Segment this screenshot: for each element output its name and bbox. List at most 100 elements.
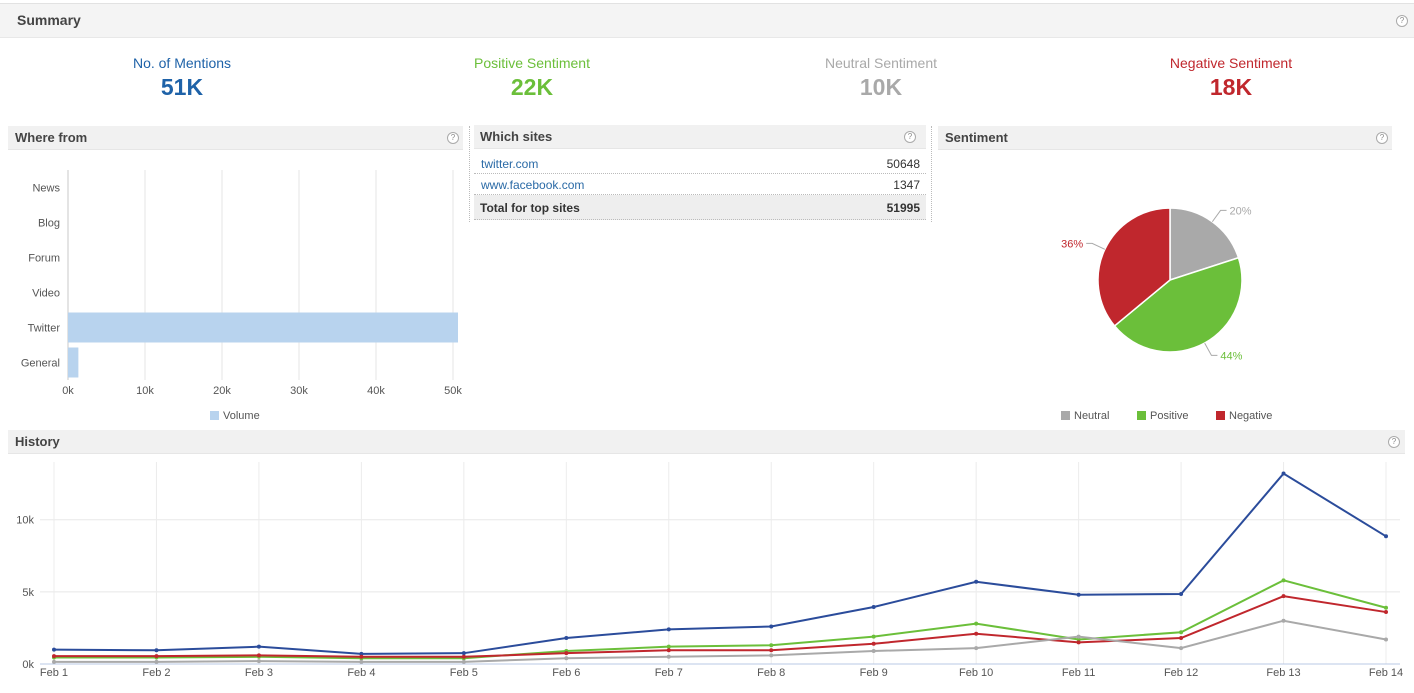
site-link[interactable]: twitter.com	[481, 157, 539, 171]
legend-neutral[interactable]: Neutral	[1061, 410, 1109, 422]
help-icon[interactable]: ?	[904, 131, 916, 143]
pie-value-label: 36%	[1061, 238, 1083, 250]
y-tick-label: 0k	[22, 659, 34, 671]
data-point	[461, 654, 466, 659]
data-point	[1384, 610, 1388, 615]
x-tick-label: Feb 11	[1062, 667, 1095, 679]
help-icon[interactable]: ?	[1388, 436, 1400, 448]
kpi-label: No. of Mentions	[132, 55, 232, 71]
series-line	[54, 579, 1387, 660]
pie-connector	[1204, 342, 1218, 356]
data-point	[154, 654, 159, 659]
data-point	[461, 659, 466, 664]
data-point	[1179, 592, 1184, 597]
kpi-label: Negative Sentiment	[1169, 55, 1293, 71]
data-point	[1179, 636, 1184, 641]
x-tick-label: 0k	[62, 385, 74, 397]
help-icon[interactable]: ?	[1396, 15, 1408, 27]
y-tick-label: General	[21, 358, 60, 370]
data-point	[564, 656, 569, 661]
data-point	[1384, 637, 1388, 642]
data-point	[359, 654, 364, 659]
data-point	[564, 651, 569, 656]
data-point	[52, 647, 56, 652]
table-row: www.facebook.com 1347	[474, 174, 926, 195]
table-row: twitter.com 50648	[474, 153, 926, 174]
data-point	[769, 653, 774, 658]
data-point	[1179, 646, 1184, 651]
pie-connector	[1211, 209, 1227, 223]
site-count: 1347	[893, 178, 920, 192]
pie-slice	[1169, 207, 1240, 282]
panel-divider	[931, 126, 932, 222]
help-icon[interactable]: ?	[447, 132, 459, 144]
y-tick-label: News	[32, 183, 60, 195]
data-point	[461, 651, 466, 656]
total-label: Total for top sites	[480, 201, 580, 215]
data-point	[871, 605, 876, 610]
x-tick-label: Feb 7	[655, 667, 683, 679]
data-point	[769, 648, 774, 653]
data-point	[1076, 634, 1081, 639]
data-point	[666, 627, 671, 632]
data-point	[1076, 640, 1081, 645]
pie-value-label: 20%	[1230, 205, 1252, 217]
data-point	[1384, 534, 1388, 539]
legend-swatch	[1061, 411, 1070, 420]
pie-connector	[1086, 242, 1106, 250]
data-point	[974, 621, 979, 626]
data-point	[256, 659, 261, 664]
x-tick-label: Feb 13	[1266, 667, 1300, 679]
site-count: 50648	[886, 157, 920, 171]
legend-positive[interactable]: Positive	[1137, 410, 1189, 422]
sentiment-title: Sentiment	[945, 130, 1008, 145]
x-tick-label: 20k	[213, 385, 231, 397]
data-point	[52, 654, 56, 659]
data-point	[1076, 592, 1081, 597]
data-point	[666, 654, 671, 659]
panel-divider	[469, 126, 470, 222]
x-tick-label: Feb 5	[450, 667, 478, 679]
data-point	[359, 659, 364, 664]
data-point	[154, 648, 159, 653]
kpi-label: Neutral Sentiment	[824, 55, 938, 71]
data-point	[974, 579, 979, 584]
data-point	[1384, 605, 1388, 610]
total-value: 51995	[886, 201, 920, 215]
table-total-row: Total for top sites 51995	[474, 195, 926, 220]
sites-table: twitter.com 50648 www.facebook.com 1347 …	[474, 153, 926, 220]
which-sites-header: Which sites ?	[474, 125, 926, 149]
data-point	[256, 644, 261, 649]
legend-swatch	[1216, 411, 1225, 420]
pie-value-label: 44%	[1220, 350, 1242, 362]
y-tick-label: Twitter	[28, 323, 61, 335]
legend-label: Volume	[223, 410, 260, 422]
legend-negative[interactable]: Negative	[1216, 410, 1272, 422]
kpi-value: 51K	[160, 74, 204, 100]
site-link[interactable]: www.facebook.com	[481, 178, 585, 192]
series-line	[54, 619, 1387, 663]
data-point	[666, 648, 671, 653]
history-title: History	[15, 434, 60, 449]
y-tick-label: Forum	[28, 253, 60, 265]
data-point	[871, 641, 876, 646]
data-point	[769, 624, 774, 629]
help-icon[interactable]: ?	[1376, 132, 1388, 144]
x-tick-label: 50k	[444, 385, 462, 397]
x-tick-label: Feb 14	[1369, 667, 1403, 679]
legend-label: Positive	[1150, 410, 1189, 422]
summary-title: Summary	[17, 12, 81, 28]
sentiment-pie-chart: 20% 44% 36%	[1061, 205, 1252, 362]
x-tick-label: Feb 12	[1164, 667, 1198, 679]
x-tick-label: Feb 1	[40, 667, 68, 679]
where-from-title: Where from	[15, 130, 88, 145]
history-line-chart: 0k 5k 10k Feb 1 Feb 2 Feb 3 Feb 4 Feb 5 Feb 6 Feb…	[16, 462, 1403, 679]
legend-volume[interactable]: Volume	[210, 410, 260, 422]
x-tick-label: 40k	[367, 385, 385, 397]
x-tick-label: Feb 6	[552, 667, 580, 679]
where-from-header: Where from ?	[8, 126, 463, 150]
kpi-value: 18K	[1209, 74, 1253, 100]
pie-slice	[1113, 256, 1243, 353]
where-from-chart: 0k 10k 20k 30k 40k 50k News Blog Forum Video Twitt…	[21, 170, 462, 397]
data-point	[256, 653, 261, 658]
